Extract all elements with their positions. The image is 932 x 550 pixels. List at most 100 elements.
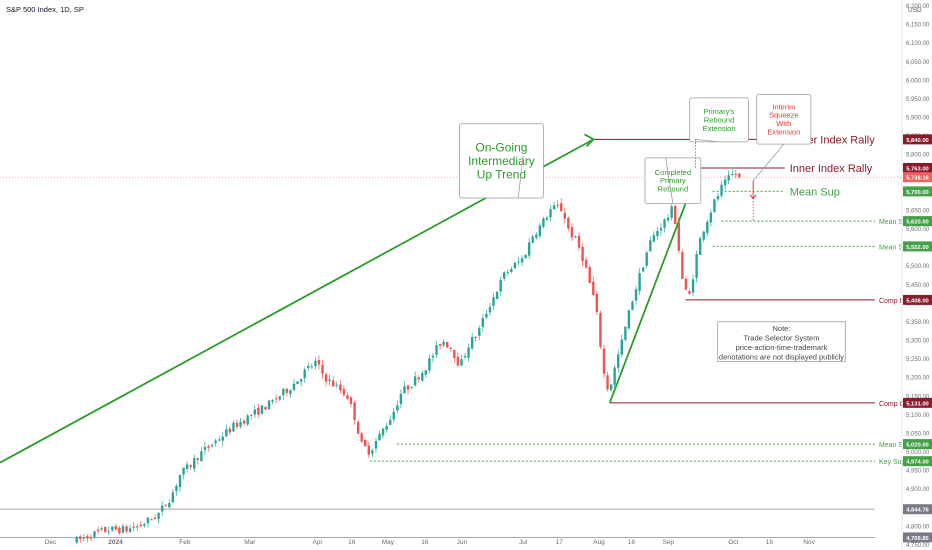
candle-body bbox=[584, 259, 588, 268]
callout-pointer bbox=[517, 156, 524, 199]
candle-body bbox=[602, 348, 606, 374]
candle-body bbox=[367, 445, 371, 455]
note-text: price-action-time-trademark bbox=[736, 343, 828, 352]
candle-body bbox=[164, 504, 167, 506]
candle-body bbox=[257, 407, 260, 415]
candle-body bbox=[193, 458, 196, 469]
y-tick-label: 5,950.00 bbox=[906, 97, 930, 103]
y-axis: 6,200.00 6,150.00 6,100.00 6,050.00 6,000.00… bbox=[901, 0, 930, 550]
candle-body bbox=[324, 374, 328, 382]
y-tick-label: 5,350.00 bbox=[906, 320, 930, 326]
candle-body bbox=[446, 341, 449, 348]
candle-body bbox=[246, 415, 249, 425]
callout-text: Completed bbox=[655, 168, 691, 177]
candle-body bbox=[210, 444, 214, 447]
x-tick-label: Feb bbox=[179, 539, 191, 546]
candle-body bbox=[681, 252, 684, 279]
level-label: Key Sup bbox=[879, 459, 906, 466]
price-tag bbox=[903, 162, 932, 173]
y-tick-label: 5,100.00 bbox=[906, 413, 930, 419]
price-tag bbox=[903, 216, 932, 227]
candle-body bbox=[538, 225, 542, 237]
price-tag-text: 5,763.00 bbox=[906, 166, 929, 172]
price-tags-layer: 5,840.00 5,763.00 5,700.00 5,620.00 5,552.00… bbox=[903, 134, 932, 543]
callout-arrow-head bbox=[749, 194, 757, 200]
x-tick-label: Sep bbox=[663, 539, 675, 546]
price-tag bbox=[903, 241, 932, 252]
y-tick-label: 6,050.00 bbox=[906, 60, 930, 66]
level-label: Mean Sup bbox=[790, 186, 840, 198]
x-tick-label: Jul bbox=[519, 539, 528, 546]
price-tag-text: 5,020.00 bbox=[906, 443, 929, 449]
candle-body bbox=[421, 373, 424, 381]
y-tick-label: 5,050.00 bbox=[906, 431, 930, 437]
candle-body bbox=[321, 364, 324, 374]
candle-body bbox=[289, 390, 292, 395]
candle-body bbox=[260, 405, 264, 414]
note-text: Note: bbox=[773, 324, 791, 333]
y-tick-label: 4,750.00 bbox=[906, 543, 930, 549]
x-tick-label: Oct bbox=[728, 539, 738, 546]
candle-body bbox=[307, 366, 310, 369]
price-tag-text: 5,840.00 bbox=[906, 138, 929, 144]
x-tick-label: 16 bbox=[628, 539, 636, 546]
level-label: Mean Sup bbox=[879, 219, 911, 226]
candle-body bbox=[520, 258, 524, 263]
candle-body bbox=[556, 204, 559, 206]
callout-text: Intermediary bbox=[468, 154, 535, 168]
y-tick-label: 5,000.00 bbox=[906, 450, 930, 456]
candle-body bbox=[670, 206, 673, 218]
candle-body bbox=[374, 441, 378, 449]
candle-body bbox=[274, 398, 278, 400]
y-tick-label: 5,300.00 bbox=[906, 339, 930, 345]
callout-pointer bbox=[665, 157, 674, 204]
trend-arrowhead bbox=[584, 133, 595, 147]
y-tick-label: 5,450.00 bbox=[906, 283, 930, 289]
candle-body bbox=[360, 433, 363, 442]
candle-body bbox=[121, 526, 125, 533]
candle-body bbox=[734, 174, 738, 176]
candle-body bbox=[132, 526, 135, 528]
candle-body bbox=[624, 326, 627, 340]
candle-body bbox=[545, 217, 549, 220]
candle-body bbox=[100, 528, 103, 530]
level-label: Mean Sup bbox=[879, 442, 911, 449]
candle-body bbox=[406, 385, 410, 390]
candle-body bbox=[339, 384, 342, 391]
current-price-tag bbox=[903, 172, 932, 183]
candle-body bbox=[346, 395, 349, 399]
candle-body bbox=[542, 218, 545, 227]
note-box bbox=[717, 321, 846, 362]
current-price-tag-text: 5,738.16 bbox=[906, 176, 929, 182]
callout-text: Rebound bbox=[704, 115, 734, 124]
y-tick-label: 4,950.00 bbox=[906, 469, 930, 475]
candle-body bbox=[428, 358, 431, 371]
price-tag-text: 4,768.85 bbox=[906, 536, 929, 542]
x-tick-label: Aug bbox=[593, 539, 605, 546]
candle-body bbox=[392, 411, 395, 420]
candle-body bbox=[185, 464, 189, 469]
candle-body bbox=[631, 301, 634, 310]
price-tag bbox=[903, 134, 932, 145]
candle-body bbox=[189, 465, 192, 468]
candle-body bbox=[310, 366, 314, 368]
candle-body bbox=[620, 339, 623, 355]
candle-body bbox=[513, 262, 517, 269]
candle-body bbox=[656, 231, 659, 236]
candle-body bbox=[506, 271, 509, 273]
level-label: Mean Sup bbox=[879, 244, 911, 251]
candle-body bbox=[207, 445, 210, 448]
candle-body bbox=[86, 536, 89, 539]
candle-body bbox=[403, 386, 406, 394]
x-tick-label: 16 bbox=[421, 539, 429, 546]
candle-body bbox=[178, 474, 182, 488]
rebound-line bbox=[608, 167, 700, 404]
x-tick-label: Jun bbox=[457, 539, 468, 546]
candle-body bbox=[96, 529, 100, 532]
candle-body bbox=[609, 384, 613, 391]
candle-body bbox=[684, 278, 688, 290]
candle-body bbox=[139, 524, 143, 527]
price-tag bbox=[903, 397, 932, 408]
candle-body bbox=[738, 173, 741, 178]
